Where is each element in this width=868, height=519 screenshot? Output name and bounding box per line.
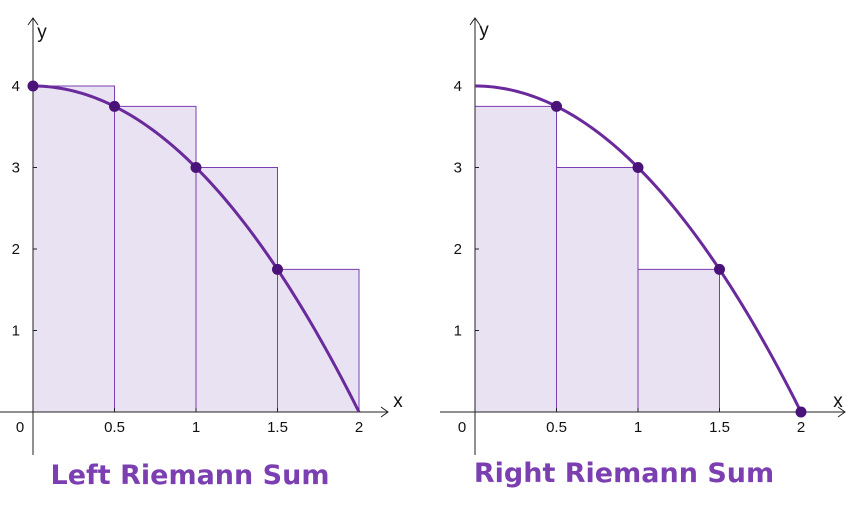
x-tick-label: 2 [797,419,805,436]
sample-point [190,162,202,173]
left-riemann-panel: 0.5 1 1.5 2 1 2 3 4 0 x y [0,17,403,455]
riemann-rectangle-3 [195,167,278,413]
x-axis-label: x [833,391,843,412]
y-axis-label: y [479,20,489,41]
riemann-rectangle-1 [474,105,557,413]
x-tick-label: 1.5 [267,419,288,436]
x-tick-label: 0.5 [546,419,567,436]
y-tick-label: 4 [454,78,462,95]
sample-point [27,80,39,92]
x-axis-label: x [393,391,403,412]
x-tick-label: 1 [634,419,642,436]
sample-point [109,100,120,112]
sample-point [632,162,644,173]
riemann-rectangle-3 [637,268,720,413]
sample-point [272,263,283,275]
sample-point [714,263,725,275]
y-tick-label: 3 [12,160,20,177]
riemann-rectangle-2 [114,105,197,413]
y-tick-label: 2 [12,241,20,258]
y-tick-label: 1 [454,323,462,340]
x-axis-arrow [380,406,389,418]
y-tick-label: 2 [454,241,462,258]
x-axis-arrow [837,406,846,418]
x-tick-label: 2 [355,419,363,436]
x-tick-label: 1.5 [709,419,730,436]
riemann-rectangle-2 [556,167,639,413]
y-tick-label: 3 [454,160,462,177]
y-axis-arrow [27,17,39,26]
right-riemann-title: Right Riemann Sum [474,458,774,489]
y-tick-label: 1 [12,323,20,340]
riemann-rectangle-1 [32,85,115,413]
x-tick-label: 1 [192,419,200,436]
y-axis-label: y [37,22,47,43]
sample-point [551,100,562,112]
origin-label: 0 [16,419,24,436]
left-riemann-title: Left Riemann Sum [51,460,330,491]
x-tick-label: 0.5 [104,419,125,436]
right-riemann-panel: 0.5 1 1.5 2 1 2 3 4 0 x y [440,17,846,455]
origin-label: 0 [458,419,466,436]
y-tick-label: 4 [12,78,20,95]
sample-point [795,406,807,418]
y-axis-arrow [469,17,481,26]
